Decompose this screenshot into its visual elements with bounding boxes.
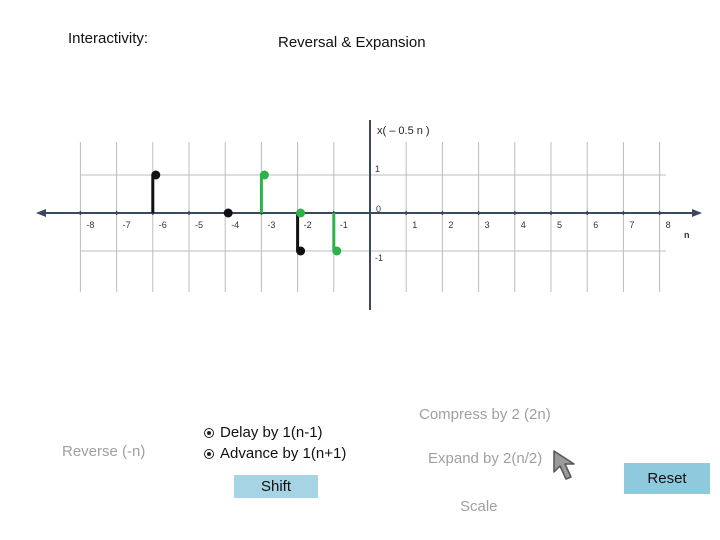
y-tick-label: -1 bbox=[375, 253, 383, 263]
shift-button[interactable]: Shift bbox=[234, 475, 318, 498]
x-tick-label: 1 bbox=[412, 220, 417, 230]
stem-point bbox=[332, 246, 342, 256]
x-tick-label: 7 bbox=[629, 220, 634, 230]
x-tick-label: 3 bbox=[485, 220, 490, 230]
x-axis-arrow-left bbox=[36, 209, 46, 217]
x-tick-label: 4 bbox=[521, 220, 526, 230]
x-tick-label: 8 bbox=[666, 220, 671, 230]
mouse-pointer-icon bbox=[553, 450, 575, 480]
radio-dot-icon[interactable] bbox=[204, 448, 214, 459]
delay-option[interactable]: Delay by 1(n-1) bbox=[204, 424, 323, 441]
y-tick-label: 1 bbox=[375, 164, 380, 174]
tick-labels: -8 -7 -6 -5 -4 -3 -2 -1 0 1 2 3 4 5 6 7 8 1 -1 bbox=[86, 164, 670, 263]
x-tick-label: 2 bbox=[448, 220, 453, 230]
x-axis-arrow-right bbox=[692, 209, 702, 217]
x-tick-label: 0 bbox=[376, 204, 381, 214]
expand-button[interactable]: Expand by 2(n/2) bbox=[428, 450, 543, 467]
stem-point bbox=[296, 246, 306, 256]
grid bbox=[79, 142, 666, 292]
page-title: Reversal & Expansion bbox=[278, 34, 426, 51]
x-tick-label: -7 bbox=[123, 220, 131, 230]
advance-option-label: Advance by 1(n+1) bbox=[220, 445, 347, 462]
x-tick-label: 6 bbox=[593, 220, 598, 230]
n-axis-label: n bbox=[684, 230, 690, 240]
interactivity-label: Interactivity: bbox=[68, 30, 149, 47]
scale-button[interactable]: Scale bbox=[460, 498, 498, 515]
stem-point bbox=[223, 208, 233, 218]
stem-point bbox=[259, 170, 269, 180]
x-tick-label: 5 bbox=[557, 220, 562, 230]
stem-point bbox=[151, 170, 161, 180]
x-tick-label: -5 bbox=[195, 220, 203, 230]
stem-point bbox=[296, 208, 306, 218]
x-tick-label: -3 bbox=[267, 220, 275, 230]
axes bbox=[36, 120, 702, 310]
formula-label: x( – 0.5 n ) bbox=[377, 125, 430, 137]
reset-button[interactable]: Reset bbox=[624, 463, 710, 494]
x-tick-label: -1 bbox=[340, 220, 348, 230]
radio-dot-icon[interactable] bbox=[204, 427, 214, 438]
stem-plot: -8 -7 -6 -5 -4 -3 -2 -1 0 1 2 3 4 5 6 7 8 1 -1 x( – 0.5 n … bbox=[36, 120, 702, 310]
compress-button[interactable]: Compress by 2 (2n) bbox=[419, 406, 551, 423]
x-tick-label: -6 bbox=[159, 220, 167, 230]
reverse-button[interactable]: Reverse (-n) bbox=[62, 443, 146, 460]
x-tick-label: -2 bbox=[304, 220, 312, 230]
data-marks bbox=[151, 170, 342, 256]
advance-option[interactable]: Advance by 1(n+1) bbox=[204, 445, 346, 462]
x-tick-label: -8 bbox=[86, 220, 94, 230]
x-tick-label: -4 bbox=[231, 220, 239, 230]
delay-option-label: Delay by 1(n-1) bbox=[220, 424, 323, 441]
